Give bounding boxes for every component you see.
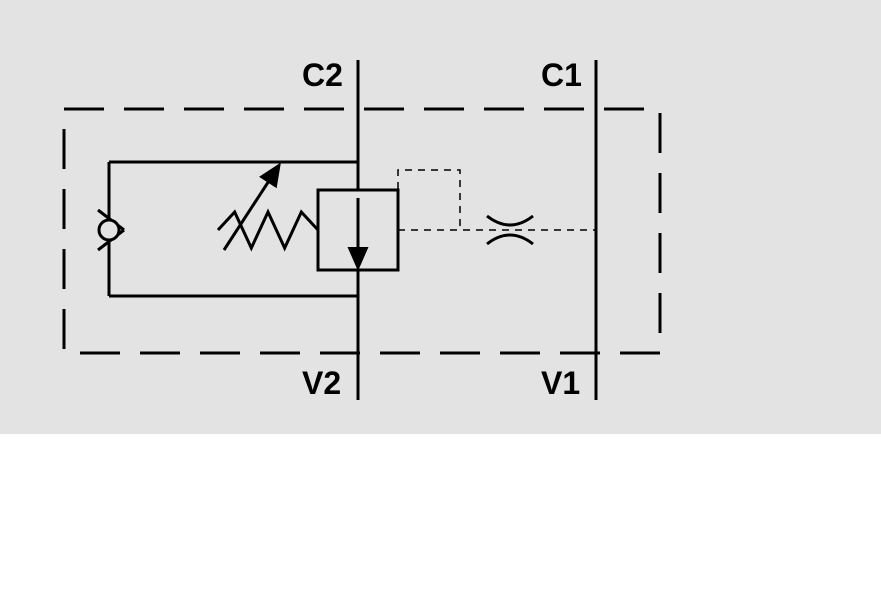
diagram-canvas: C2 C1 V2 V1 [0,0,881,434]
orifice-bot-arc [487,235,533,244]
label-v2: V2 [302,365,341,401]
schematic-svg: C2 C1 V2 V1 [0,0,881,434]
spring-icon [218,212,318,248]
check-valve-ball [99,220,119,240]
orifice-top-arc [487,216,533,225]
label-c1: C1 [541,57,582,93]
label-c2: C2 [302,57,343,93]
pilot-line-top [398,170,460,230]
label-v1: V1 [541,365,580,401]
